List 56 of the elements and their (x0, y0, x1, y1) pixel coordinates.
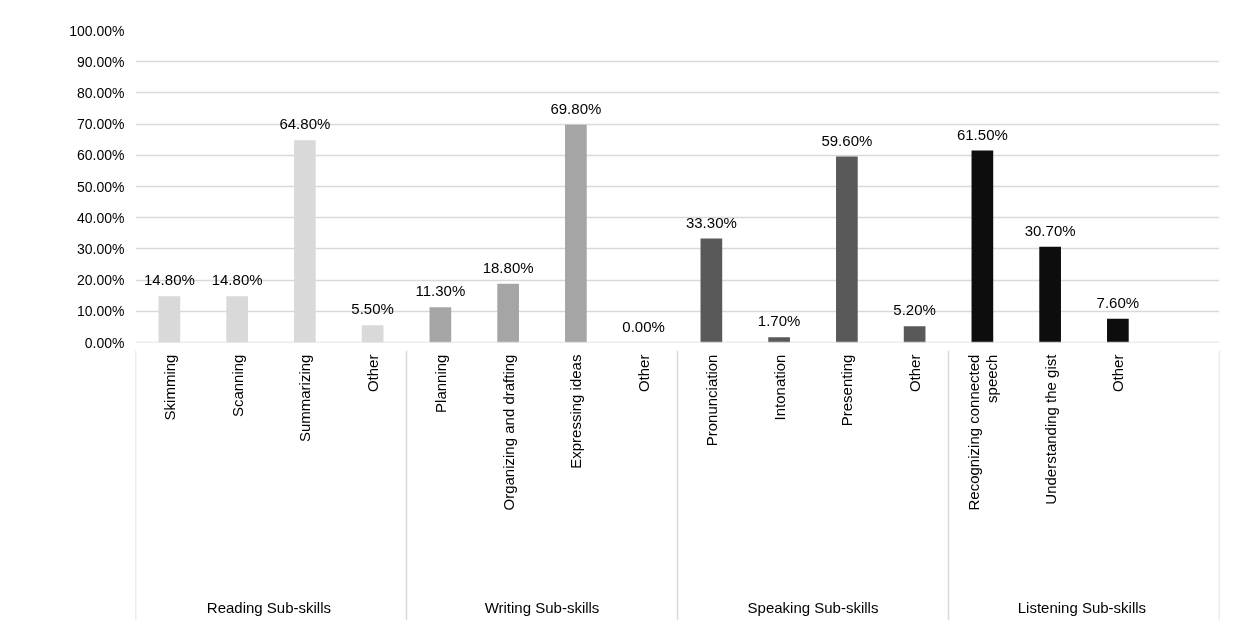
x-tick-label: Understanding the gist (1041, 353, 1059, 505)
bar (565, 124, 587, 343)
x-tick-label: Presenting (838, 354, 856, 427)
bar (1107, 318, 1129, 343)
data-label: 14.80% (143, 271, 195, 289)
x-tick-label: Scanning (228, 354, 246, 418)
data-label: 18.80% (482, 258, 534, 276)
data-label: 33.30% (685, 213, 737, 231)
bar (361, 325, 384, 343)
text: Writing Sub-skills (484, 598, 600, 616)
x-tick-label: Skimming (160, 354, 178, 421)
y-tick-label: 10.00% (77, 303, 125, 320)
y-tick-label: 0.00% (84, 334, 125, 351)
data-label: 61.50% (956, 125, 1008, 143)
x-tick-label: Expressing ideas (567, 354, 585, 469)
y-tick-label: 90.00% (77, 53, 125, 70)
x-tick-label: Intonation (770, 354, 788, 421)
x-tick-label: Other (364, 354, 382, 393)
x-tick-label: Other (906, 354, 924, 393)
data-label: 0.00% (622, 317, 665, 335)
text: Listening Sub-skills (1017, 598, 1147, 616)
text: Speaking Sub-skills (747, 598, 879, 616)
bar (497, 283, 519, 343)
x-tick-label: Planning (431, 354, 449, 413)
data-label: 30.70% (1024, 221, 1076, 239)
x-tick-label: Other (635, 354, 653, 393)
data-label: 64.80% (279, 115, 331, 133)
y-tick-label: 40.00% (77, 209, 125, 226)
text: Reading Sub-skills (206, 598, 332, 616)
y-tick-label: 60.00% (77, 147, 125, 164)
x-tick-label: Recognizing connected speech (964, 354, 1001, 511)
x-tick-label: Summarizing (296, 354, 314, 443)
bar (429, 307, 452, 343)
data-label: 7.60% (1096, 293, 1140, 311)
data-label: 11.30% (415, 282, 466, 300)
bar (836, 156, 858, 343)
y-tick-label: 30.00% (77, 240, 125, 257)
x-tick-label: Other (1109, 354, 1127, 393)
bar (1039, 246, 1061, 343)
x-tick-label: Organizing and drafting (499, 354, 517, 511)
data-label: 69.80% (550, 99, 602, 117)
x-tick-label: Pronunciation (702, 354, 720, 447)
y-tick-label: 50.00% (77, 178, 125, 195)
data-label: 14.80% (211, 271, 263, 289)
bar (768, 337, 790, 343)
y-tick-label: 70.00% (77, 116, 125, 133)
data-label: 59.60% (821, 131, 873, 149)
data-label: 5.50% (351, 300, 394, 318)
bar (971, 150, 994, 343)
y-tick-label: 20.00% (77, 272, 125, 289)
bar (903, 326, 926, 343)
data-label: 1.70% (757, 312, 801, 330)
y-tick-label: 100.00% (69, 22, 125, 39)
data-label: 5.20% (893, 301, 936, 319)
y-tick-label: 80.00% (77, 84, 125, 101)
bar (700, 238, 723, 343)
